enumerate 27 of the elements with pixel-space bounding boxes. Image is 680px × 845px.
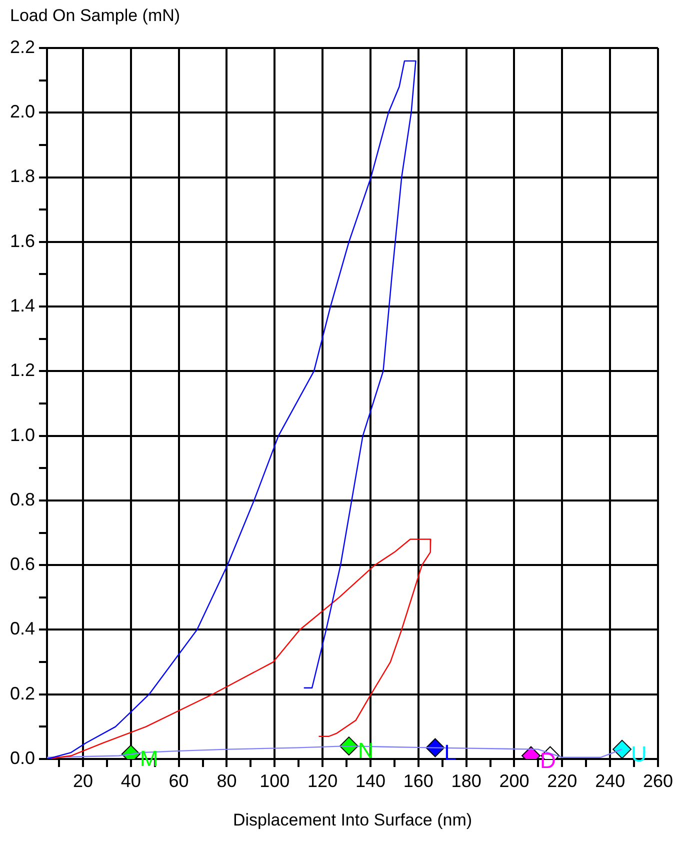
y-tick-label: 2.2 (10, 36, 36, 57)
y-tick-label: 1.0 (10, 424, 36, 445)
y-tick-label: 0.0 (10, 748, 36, 768)
x-tick-label: 240 (595, 770, 626, 791)
y-tick-label: 0.4 (10, 618, 36, 639)
x-tick-label: 160 (403, 770, 434, 791)
x-tick-label: 100 (260, 770, 290, 791)
x-tick-label: 140 (355, 770, 386, 791)
x-axis-title: Displacement Into Surface (nm) (232, 810, 472, 830)
x-tick-label: 220 (547, 770, 578, 791)
y-tick-label: 1.4 (10, 296, 36, 316)
y-tick-label: 0.8 (10, 489, 36, 510)
y-tick-label: 0.2 (10, 683, 36, 704)
x-tick-label: 180 (451, 770, 482, 791)
y-tick-label: 1.6 (10, 230, 36, 251)
x-tick-label: 80 (216, 770, 237, 791)
y-tick-label: 1.8 (10, 166, 36, 186)
y-tick-label: 1.2 (10, 360, 36, 380)
x-tick-label: 200 (499, 770, 530, 791)
x-tick-label: 60 (168, 770, 189, 791)
x-tick-label: 260 (642, 770, 674, 791)
y-axis-title: Load On Sample (mN) (10, 6, 180, 26)
y-tick-label: 0.6 (10, 554, 36, 574)
x-tick-label: 40 (120, 770, 141, 791)
x-tick-label: 120 (308, 770, 338, 791)
x-tick-label: 20 (72, 770, 93, 791)
y-tick-label: 2.0 (10, 102, 36, 122)
